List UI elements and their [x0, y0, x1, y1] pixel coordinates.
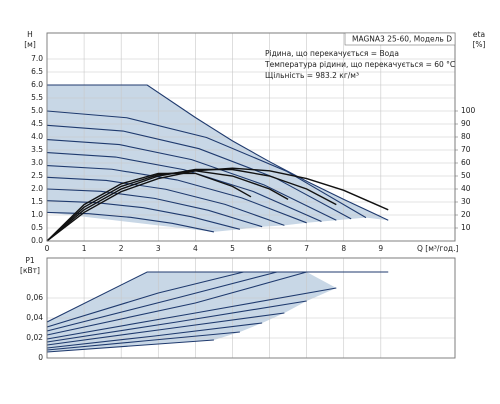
y-tick-label: 2.0 [31, 184, 43, 193]
performance-curve [46, 312, 285, 346]
annotation: Рідина, що перекачується = Вода [265, 49, 399, 58]
x-tick-label: 8 [341, 244, 346, 253]
y-tick-label: 1.5 [31, 197, 43, 206]
x-tick-label: 1 [82, 244, 87, 253]
y2-tick-label: 90 [461, 119, 471, 128]
performance-curve [46, 200, 241, 230]
y-tick-label: 4.5 [31, 119, 43, 128]
y-tick-label: 6.5 [31, 67, 43, 76]
y2-tick-label: 20 [461, 210, 471, 219]
performance-curve [46, 271, 307, 336]
performance-curve [46, 271, 389, 323]
y-tick-label: 5.0 [31, 106, 43, 115]
y-tick-label: 0,02 [26, 333, 43, 342]
performance-curve [46, 176, 285, 226]
x-label: Q [м³/год.] [417, 244, 459, 253]
y2-label: eta [473, 30, 485, 39]
performance-curve [46, 165, 307, 224]
performance-curve [46, 152, 322, 223]
y-unit: [кВт] [20, 266, 40, 275]
x-tick-label: 3 [156, 244, 161, 253]
y-unit: [м] [24, 40, 36, 49]
performance-curve [46, 331, 240, 351]
efficiency-curve [46, 168, 337, 242]
y2-tick-label: 10 [461, 223, 471, 232]
annotation: Щільність = 983.2 кг/м³ [265, 71, 359, 80]
y-label: P1 [25, 256, 35, 265]
y-tick-label: 0,04 [26, 313, 43, 322]
efficiency-curve [46, 172, 252, 242]
title-box [344, 32, 456, 46]
x-tick-label: 2 [119, 244, 124, 253]
y2-tick-label: 30 [461, 197, 471, 206]
performance-curve [46, 271, 278, 332]
performance-curve [46, 300, 307, 343]
y2-tick-label: 70 [461, 145, 471, 154]
performance-curve [46, 110, 367, 219]
performance-curve [46, 287, 337, 340]
y-tick-label: 2.5 [31, 171, 43, 180]
x-tick-label: 6 [267, 244, 272, 253]
y-label: H [27, 30, 33, 39]
performance-curve [46, 188, 263, 228]
y-tick-label: 0 [38, 353, 43, 362]
plot-frame [46, 32, 456, 242]
x-tick-label: 4 [193, 244, 198, 253]
x-tick-label: 0 [45, 244, 50, 253]
y-tick-label: 5.5 [31, 93, 43, 102]
y-tick-label: 7.0 [31, 54, 43, 63]
y-tick-label: 4.0 [31, 132, 43, 141]
y2-tick-label: 50 [461, 171, 471, 180]
performance-curve [46, 322, 263, 349]
y2-tick-label: 60 [461, 158, 471, 167]
y2-tick-label: 100 [461, 106, 476, 115]
x-tick-label: 5 [230, 244, 235, 253]
y2-tick-label: 80 [461, 132, 471, 141]
y-tick-label: 1.0 [31, 210, 43, 219]
y-tick-label: 3.5 [31, 145, 43, 154]
x-tick-label: 7 [304, 244, 309, 253]
x-tick-label: 9 [378, 244, 383, 253]
y2-tick-label: 40 [461, 184, 471, 193]
y2-unit: [%] [473, 40, 486, 49]
y-tick-label: 6.0 [31, 80, 43, 89]
performance-curve [46, 139, 337, 221]
performance-curve [46, 124, 352, 220]
y-tick-label: 3.0 [31, 158, 43, 167]
chart-title: MAGNA3 25-60, Модель D [352, 35, 452, 44]
y-tick-label: 0.5 [31, 223, 43, 232]
plot-frame [46, 257, 456, 359]
operating-area [47, 272, 389, 352]
performance-curve [46, 271, 244, 328]
y-tick-label: 0.0 [31, 236, 43, 245]
performance-curve [47, 84, 389, 221]
y-tick-label: 0,06 [26, 293, 43, 302]
performance-curve [46, 339, 214, 353]
annotation: Температура рідини, що перекачується = 6… [264, 60, 455, 69]
